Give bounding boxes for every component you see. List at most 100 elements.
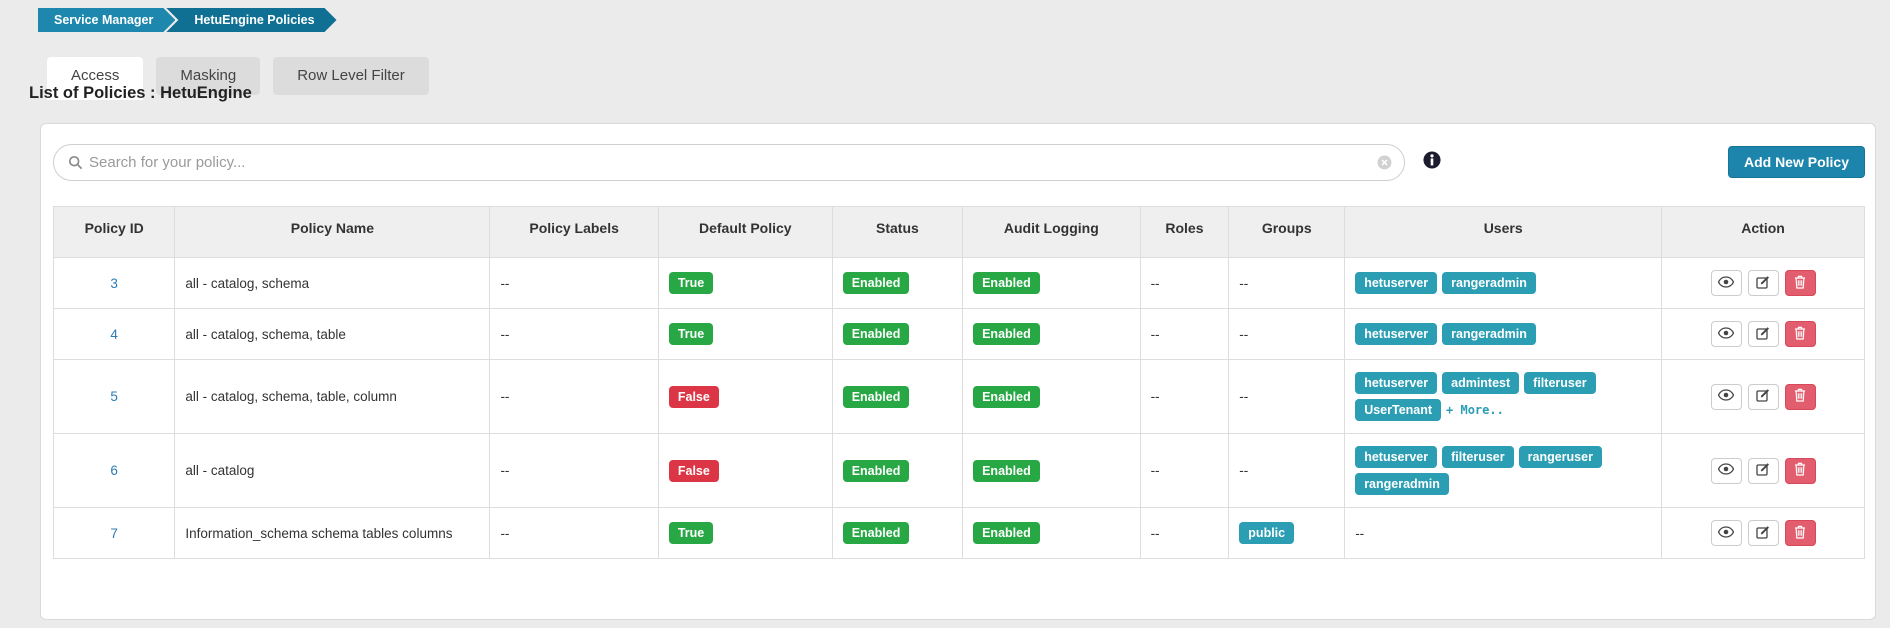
search-icon (68, 155, 83, 170)
policy-id-link[interactable]: 5 (110, 389, 118, 404)
view-policy-button[interactable] (1710, 383, 1742, 410)
policies-table: Policy ID Policy Name Policy Labels Default… (52, 206, 1865, 559)
edit-icon (1756, 275, 1770, 292)
default-policy-badge: False (668, 385, 719, 408)
audit-logging-badge: Enabled (973, 522, 1040, 544)
audit-logging-badge: Enabled (973, 323, 1040, 345)
cell-users: hetuserver rangeradmin (1344, 308, 1663, 360)
add-new-policy-button[interactable]: Add New Policy (1727, 146, 1865, 178)
cell-policy-name: all - catalog, schema, table (174, 308, 491, 360)
tab-row-level-filter[interactable]: Row Level Filter (273, 57, 429, 95)
cell-default-policy: True (657, 257, 833, 309)
edit-icon (1756, 388, 1770, 405)
cell-policy-name: all - catalog, schema (174, 257, 491, 309)
cell-policy-name: all - catalog (174, 433, 491, 508)
edit-icon (1756, 462, 1770, 479)
user-badge: rangeruser (1518, 446, 1602, 468)
edit-policy-button[interactable] (1747, 457, 1779, 484)
eye-icon (1717, 525, 1735, 541)
cell-policy-labels: -- (489, 308, 659, 360)
table-row: 3 all - catalog, schema -- True Enabled Enabl… (52, 257, 1865, 309)
search-input[interactable] (89, 154, 1377, 171)
cell-policy-labels: -- (489, 257, 659, 309)
cell-users: hetuserver filteruser rangeruser rangeradmi… (1344, 433, 1663, 508)
delete-policy-button[interactable] (1784, 383, 1816, 410)
cell-policy-id: 4 (52, 308, 176, 360)
user-badge: rangeradmin (1442, 323, 1536, 345)
cell-policy-id: 7 (52, 507, 176, 559)
user-badge: admintest (1442, 372, 1520, 394)
edit-policy-button[interactable] (1747, 321, 1779, 347)
user-badge: hetuserver (1355, 323, 1438, 345)
trash-icon (1794, 275, 1806, 292)
eye-icon (1717, 389, 1735, 404)
cell-default-policy: False (657, 433, 833, 508)
info-icon[interactable] (1423, 151, 1441, 169)
delete-policy-button[interactable] (1784, 270, 1816, 296)
cell-status: Enabled (831, 359, 964, 434)
col-header-audit-logging: Audit Logging (962, 206, 1141, 258)
table-row: 7 Information_schema schema tables column… (52, 507, 1865, 559)
cell-default-policy: True (657, 507, 833, 559)
edit-icon (1756, 326, 1770, 343)
cell-action (1661, 433, 1865, 508)
cell-policy-labels: -- (489, 507, 659, 559)
eye-icon (1717, 463, 1735, 478)
view-policy-button[interactable] (1710, 321, 1742, 347)
table-header-row: Policy ID Policy Name Policy Labels Default… (52, 206, 1865, 258)
policy-id-link[interactable]: 4 (110, 326, 118, 342)
cell-default-policy: True (657, 308, 833, 360)
cell-audit-logging: Enabled (962, 359, 1141, 434)
edit-policy-button[interactable] (1747, 383, 1779, 410)
breadcrumb-item-hetuengine-policies[interactable]: HetuEngine Policies (166, 8, 336, 32)
default-policy-badge: False (668, 459, 719, 482)
action-buttons (1672, 457, 1854, 484)
cell-groups: public (1228, 507, 1346, 559)
policy-search[interactable] (53, 144, 1405, 181)
table-row: 6 all - catalog -- False Enabled Enabled -- -- h… (52, 433, 1865, 508)
col-header-users: Users (1344, 206, 1663, 258)
tab-bar: Access Masking Row Level Filter (47, 57, 429, 100)
user-badge: hetuserver (1355, 272, 1438, 294)
eye-icon (1717, 275, 1735, 291)
cell-policy-id: 3 (52, 257, 176, 309)
default-policy-badge: True (668, 522, 714, 544)
cell-users: hetuserver admintest filteruser UserTenant +… (1344, 359, 1663, 434)
view-policy-button[interactable] (1710, 270, 1742, 296)
cell-groups: -- (1228, 308, 1346, 360)
delete-policy-button[interactable] (1784, 520, 1816, 546)
more-users-link[interactable]: + More.. (1446, 403, 1504, 417)
col-header-action: Action (1661, 206, 1865, 258)
action-buttons (1672, 520, 1854, 546)
user-badges: hetuserver admintest filteruser UserTenant +… (1355, 372, 1651, 421)
status-badge: Enabled (842, 522, 910, 544)
edit-icon (1756, 525, 1770, 542)
group-badges: public (1239, 522, 1334, 544)
tab-access[interactable]: Access (47, 57, 144, 100)
cell-audit-logging: Enabled (962, 507, 1141, 559)
policy-id-link[interactable]: 6 (110, 463, 118, 478)
cell-groups: -- (1228, 257, 1346, 309)
cell-status: Enabled (831, 308, 964, 360)
cell-roles: -- (1139, 433, 1230, 508)
cell-roles: -- (1139, 257, 1230, 309)
table-row: 4 all - catalog, schema, table -- True Enabl… (52, 308, 1865, 360)
policy-id-link[interactable]: 7 (110, 525, 118, 541)
delete-policy-button[interactable] (1784, 457, 1816, 484)
policy-id-link[interactable]: 3 (110, 275, 118, 291)
clear-search-icon[interactable] (1377, 155, 1392, 170)
tab-masking[interactable]: Masking (156, 57, 261, 95)
user-badge: hetuserver (1355, 446, 1438, 468)
cell-status: Enabled (831, 507, 964, 559)
edit-policy-button[interactable] (1747, 270, 1779, 296)
cell-default-policy: False (657, 359, 833, 434)
trash-icon (1794, 462, 1806, 479)
user-badge: rangeradmin (1442, 272, 1536, 294)
delete-policy-button[interactable] (1784, 321, 1816, 347)
view-policy-button[interactable] (1710, 520, 1742, 546)
view-policy-button[interactable] (1710, 457, 1742, 484)
edit-policy-button[interactable] (1747, 520, 1779, 546)
breadcrumb-item-service-manager[interactable]: Service Manager (38, 8, 175, 32)
